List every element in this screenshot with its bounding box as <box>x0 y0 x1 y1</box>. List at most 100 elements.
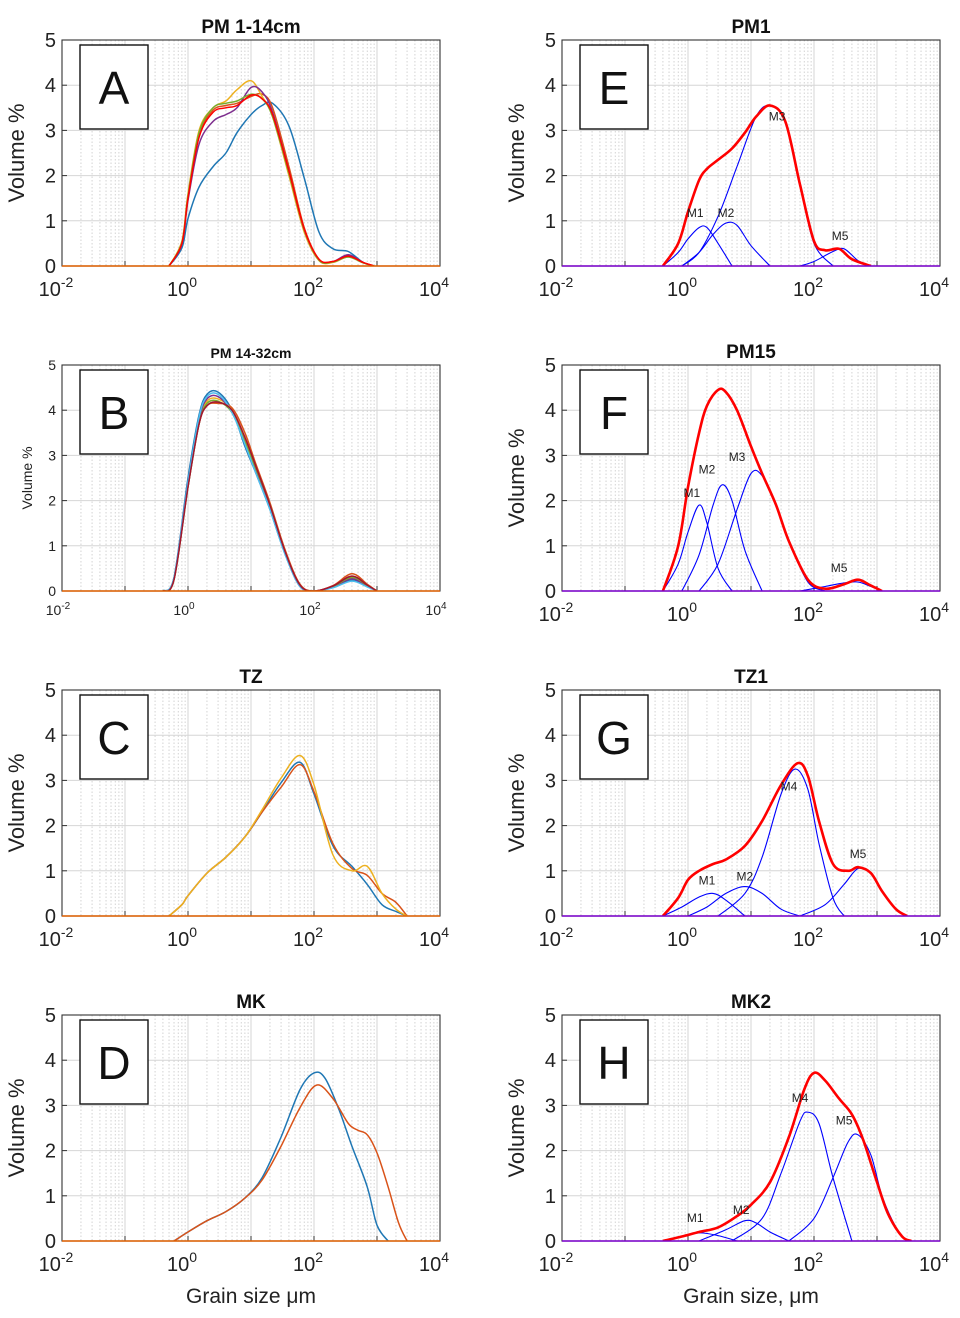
x-tick-label: 10-2 <box>46 601 71 618</box>
chart-panel-g: 0 1 2 3 4 5 10-2 100 102 104 TZ1 Volume % M1 M2 M4 M5 G <box>504 667 949 951</box>
y-tick-label: 2 <box>45 816 56 838</box>
component-label: M4 <box>781 779 798 793</box>
series-line-4 <box>661 761 908 916</box>
panel-letter: B <box>99 387 130 439</box>
series-line-1 <box>168 92 375 266</box>
series-line-4 <box>661 104 872 266</box>
y-tick-label: 5 <box>545 1005 556 1027</box>
y-tick-label: 0 <box>545 256 556 278</box>
y-tick-label: 2 <box>48 493 56 509</box>
series-line-1 <box>173 1084 408 1241</box>
component-label: M3 <box>729 450 746 464</box>
series-group <box>173 1071 408 1241</box>
series-line-0 <box>662 504 733 591</box>
x-tick-label: 100 <box>667 274 697 301</box>
y-tick-label: 5 <box>45 1005 56 1027</box>
chart-panel-e: 0 1 2 3 4 5 10-2 100 102 104 PM1 Volume % M1 M2 M3 M5 E <box>504 17 949 301</box>
chart-title: PM 1-14cm <box>201 17 300 38</box>
y-tick-label: 0 <box>545 1231 556 1253</box>
y-tick-label: 2 <box>45 166 56 188</box>
y-axis-label: Volume % <box>504 753 529 852</box>
x-tick-label: 10-2 <box>539 924 574 951</box>
y-tick-label: 2 <box>545 816 556 838</box>
y-tick-label: 0 <box>45 906 56 928</box>
y-tick-label: 4 <box>48 402 56 418</box>
series-line-0 <box>168 761 408 916</box>
panel-letter-box <box>79 369 149 455</box>
series-line-0 <box>662 892 746 916</box>
y-tick-label: 0 <box>48 583 56 599</box>
x-axis-label: Grain size, μm <box>683 1285 819 1308</box>
y-tick-label: 3 <box>545 770 556 792</box>
y-tick-label: 1 <box>545 861 556 883</box>
component-label: M5 <box>850 847 867 861</box>
y-tick-label: 1 <box>45 1186 56 1208</box>
panel-letter: A <box>99 62 130 114</box>
panel-letter: C <box>97 712 130 764</box>
y-axis-label: Volume % <box>504 1078 529 1177</box>
component-label: M2 <box>718 206 735 220</box>
panel-letter: E <box>599 62 630 114</box>
series-line-4 <box>168 93 375 266</box>
series-line-4 <box>662 1071 912 1241</box>
x-tick-label: 102 <box>793 274 823 301</box>
x-tick-label: 10-2 <box>539 599 574 626</box>
series-line-0 <box>662 225 733 266</box>
series-group <box>168 754 408 916</box>
series-line-3 <box>799 867 908 916</box>
y-tick-label: 4 <box>545 1050 556 1072</box>
y-tick-label: 4 <box>45 725 56 747</box>
series-line-2 <box>717 768 845 916</box>
chart-panel-c: 0 1 2 3 4 5 10-2 100 102 104 TZ Volume % C <box>4 667 449 951</box>
component-label: M3 <box>769 109 786 123</box>
y-axis-label: Volume % <box>4 1078 29 1177</box>
x-tick-label: 10-2 <box>39 924 74 951</box>
x-tick-label: 104 <box>419 1249 449 1276</box>
chart-title: PM1 <box>731 17 771 38</box>
x-tick-label: 10-2 <box>39 1249 74 1276</box>
y-tick-label: 1 <box>45 211 56 233</box>
series-line-1 <box>681 484 763 591</box>
panel-letter-box <box>579 694 649 780</box>
x-tick-label: 102 <box>793 1249 823 1276</box>
component-label: M5 <box>836 1113 853 1127</box>
series-line-5 <box>162 392 378 591</box>
chart-panel-f: 0 1 2 3 4 5 10-2 100 102 104 PM15 Volume % M1 M2 M3 M5 F <box>504 342 949 626</box>
y-tick-label: 2 <box>545 491 556 513</box>
y-tick-label: 3 <box>545 120 556 142</box>
component-label: M1 <box>687 1211 704 1225</box>
series-line-2 <box>681 104 834 266</box>
chart-title: PM15 <box>726 342 776 363</box>
component-label: M5 <box>832 229 849 243</box>
y-axis-label: Volume % <box>4 103 29 202</box>
x-tick-label: 100 <box>167 274 197 301</box>
component-label: M2 <box>733 1203 750 1217</box>
y-tick-label: 3 <box>45 120 56 142</box>
series-line-1 <box>687 886 801 916</box>
y-axis-label: Volume % <box>504 428 529 527</box>
series-group <box>661 104 872 266</box>
component-label: M2 <box>699 462 716 476</box>
panel-letter: F <box>600 387 628 439</box>
series-line-5 <box>168 94 375 266</box>
component-label: M1 <box>687 206 704 220</box>
y-axis-label: Volume % <box>504 103 529 202</box>
panel-letter-box <box>79 1019 149 1105</box>
series-line-0 <box>168 101 375 266</box>
y-tick-label: 0 <box>45 256 56 278</box>
x-tick-label: 102 <box>793 599 823 626</box>
x-tick-label: 10-2 <box>39 274 74 301</box>
chart-title: TZ <box>239 667 263 688</box>
component-label: M4 <box>792 1091 809 1105</box>
series-line-2 <box>168 754 408 916</box>
chart-title: TZ1 <box>734 667 768 688</box>
series-line-4 <box>661 387 883 591</box>
series-line-6 <box>162 401 378 591</box>
y-tick-label: 5 <box>45 30 56 52</box>
panel-letter: H <box>597 1037 630 1089</box>
series-group <box>162 389 378 591</box>
y-tick-label: 1 <box>545 536 556 558</box>
series-group <box>168 79 375 266</box>
y-tick-label: 5 <box>545 355 556 377</box>
y-tick-label: 5 <box>545 30 556 52</box>
